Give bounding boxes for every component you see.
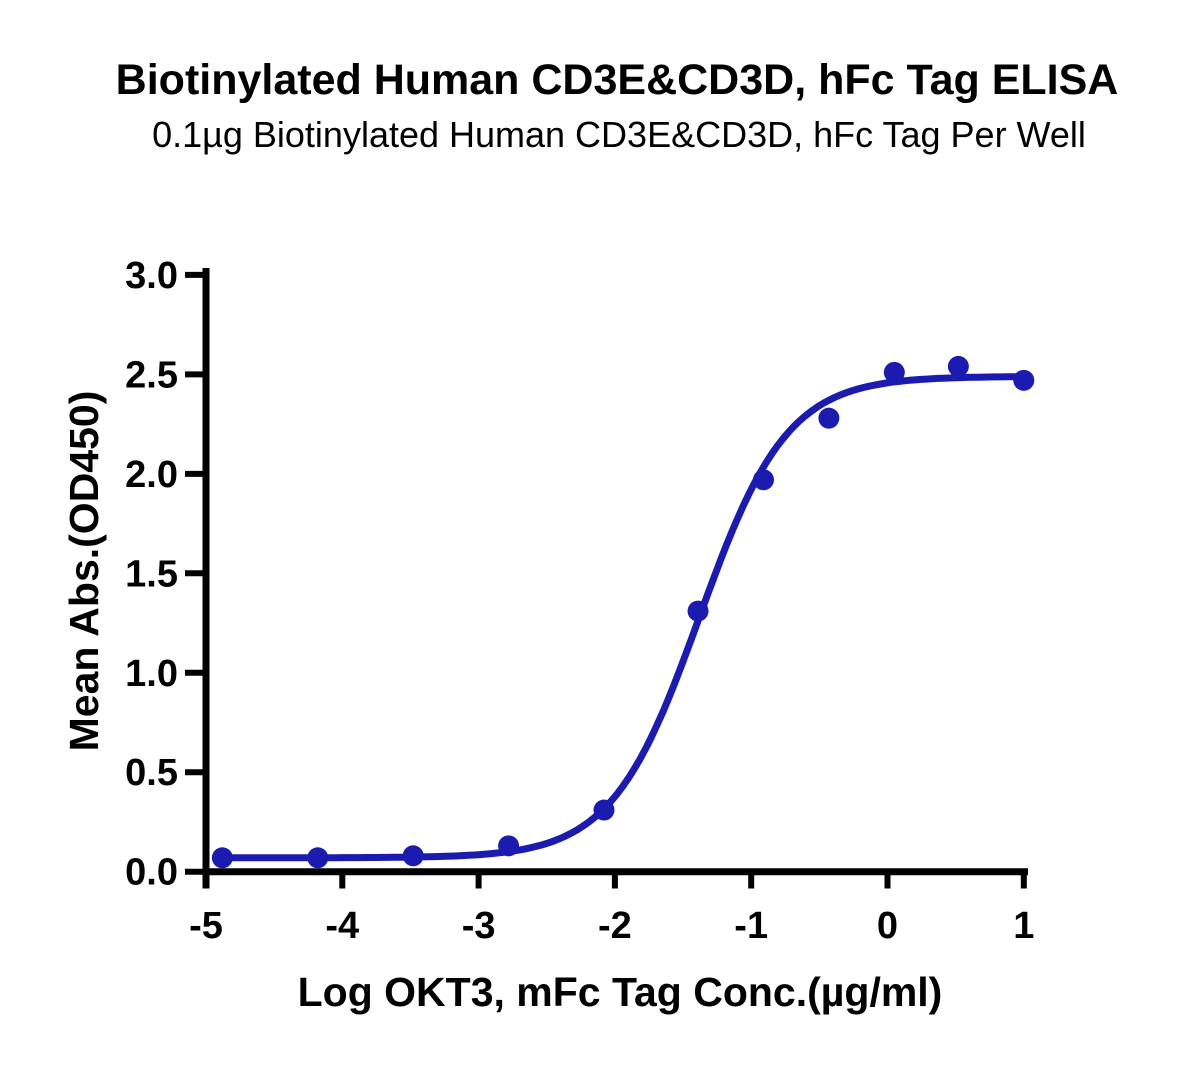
y-tick-label: 1.0 [125,653,178,695]
chart-subtitle: 0.1µg Biotinylated Human CD3E&CD3D, hFc … [152,114,1086,155]
x-tick-label: -1 [734,905,768,947]
x-tick-label: -4 [325,905,359,947]
data-point [818,407,840,429]
data-point [498,835,520,857]
x-tick-label: 0 [877,905,898,947]
tick-labels: -5 -4 -3 -2 -1 0 1 0.0 0.5 1.0 1.5 2.0 2.5 3.0 [125,255,1034,947]
data-point [593,799,615,821]
x-tick-label: 1 [1013,905,1034,947]
x-tick-label: -3 [462,905,496,947]
y-tick-label: 0.5 [125,752,178,794]
x-tick-label: -5 [189,905,223,947]
data-point [211,847,233,869]
data-point [687,600,709,622]
fit-curve [218,373,1028,862]
x-axis-label: Log OKT3, mFc Tag Conc.(µg/ml) [298,969,943,1015]
y-tick-label: 3.0 [125,255,178,297]
y-tick-label: 2.5 [125,354,178,396]
data-point [883,361,905,383]
y-tick-label: 2.0 [125,454,178,496]
axis-ticks [185,271,1027,889]
data-point [307,847,329,869]
data-point [402,845,424,867]
data-point [752,469,774,491]
y-tick-label: 1.5 [125,553,178,595]
data-series [211,355,1035,869]
y-axis-label: Mean Abs.(OD450) [61,391,107,752]
y-tick-label: 0.0 [125,852,178,894]
chart-title: Biotinylated Human CD3E&CD3D, hFc Tag EL… [116,56,1119,104]
x-tick-label: -2 [598,905,632,947]
data-point [1013,369,1035,391]
data-point [947,355,969,377]
